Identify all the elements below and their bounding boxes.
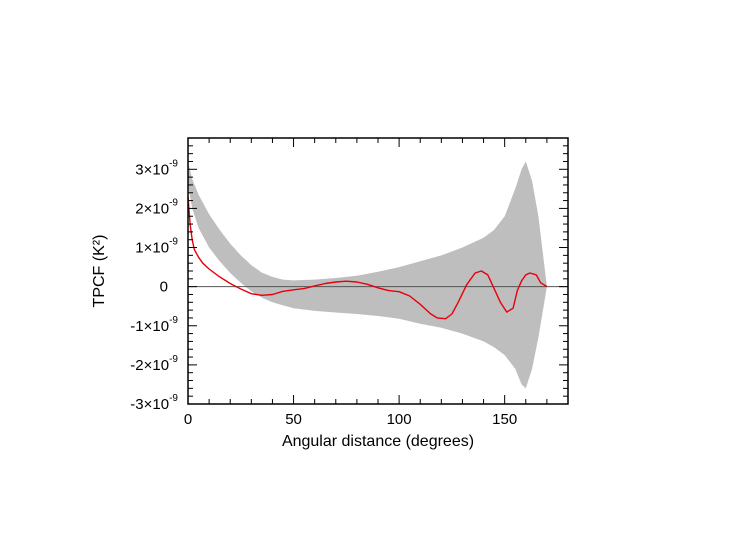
x-tick-label: 0 <box>184 411 192 428</box>
x-tick-label: 100 <box>387 411 412 428</box>
y-tick-label: -2×10-9 <box>130 354 178 374</box>
y-tick-label: 2×10-9 <box>135 197 178 217</box>
y-tick-label: -1×10-9 <box>130 315 178 335</box>
x-axis-title: Angular distance (degrees) <box>282 433 474 450</box>
series-line-0 <box>187 196 548 320</box>
y-tick-label: 0 <box>160 279 168 296</box>
x-tick-labels: 0 50 100 150 <box>184 411 517 428</box>
y-tick-label: 3×10-9 <box>135 158 178 178</box>
y-axis-title: TPCF (K²) <box>91 235 108 308</box>
error-band <box>188 161 547 389</box>
x-tick-label: 150 <box>492 411 517 428</box>
y-tick-label: -3×10-9 <box>130 393 178 413</box>
x-tick-label: 50 <box>285 411 302 428</box>
error-band-layer <box>188 161 547 389</box>
y-tick-label: 1×10-9 <box>135 237 178 257</box>
series-layer <box>187 196 548 320</box>
tick-marks <box>187 137 569 405</box>
y-tick-labels: 3×10-9 2×10-9 1×10-9 0 -1×10-9 -2×10-9 -3×10-9 <box>130 158 178 413</box>
